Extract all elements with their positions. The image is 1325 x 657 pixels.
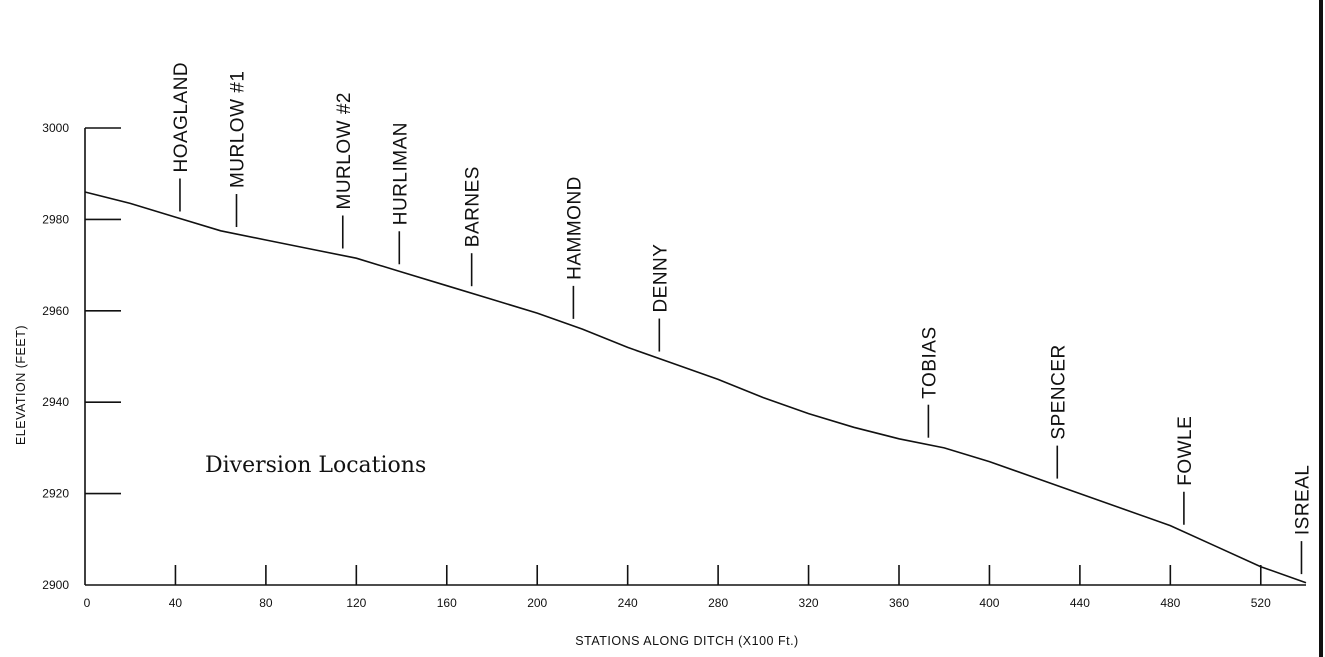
x-tick-label: 240	[618, 596, 638, 610]
x-tick-label: 0	[84, 596, 91, 610]
x-tick-label: 80	[259, 596, 273, 610]
y-tick-label: 2900	[42, 578, 69, 592]
diversion-marker: ISREAL	[1292, 465, 1313, 575]
x-tick-label: 520	[1251, 596, 1271, 610]
x-tick-label: 400	[979, 596, 999, 610]
y-tick-label: 3000	[42, 121, 69, 135]
diversion-marker: DENNY	[650, 244, 671, 352]
x-axis-title: STATIONS ALONG DITCH (X100 Ft.)	[575, 634, 798, 648]
diversion-label: HURLIMAN	[390, 122, 411, 225]
y-axis-title: ELEVATION (FEET)	[14, 325, 28, 445]
x-tick-label: 120	[346, 596, 366, 610]
diversion-label: SPENCER	[1048, 344, 1069, 439]
x-tick-label: 480	[1160, 596, 1180, 610]
diversion-marker: TOBIAS	[919, 326, 940, 438]
diversion-label: MURLOW #2	[334, 92, 355, 209]
diversion-label: TOBIAS	[919, 326, 940, 398]
diversion-label: HOAGLAND	[171, 62, 192, 173]
x-tick-label: 440	[1070, 596, 1090, 610]
y-tick-label: 2980	[42, 212, 69, 226]
diversion-marker: MURLOW #2	[334, 92, 355, 249]
diversion-marker: SPENCER	[1048, 344, 1069, 479]
diversion-label: ISREAL	[1292, 465, 1313, 536]
x-tick-label: 160	[437, 596, 457, 610]
diversion-marker: HOAGLAND	[171, 62, 192, 212]
diversion-locations-annotation: Diversion Locations	[205, 453, 426, 478]
diversion-label: BARNES	[463, 166, 484, 247]
diversion-marker: BARNES	[463, 166, 484, 287]
diversion-label: MURLOW #1	[227, 71, 248, 188]
marks: HOAGLAND MURLOW #1 MURLOW #2 HURLIMAN BARNES…	[84, 62, 1313, 584]
axes: 0 40 80 120 160 200 240 280 320 360 400 440 480 520 29…	[42, 121, 1306, 610]
diversion-marker: HURLIMAN	[390, 122, 411, 265]
x-tick-label: 360	[889, 596, 909, 610]
diversion-marker: MURLOW #1	[227, 71, 248, 228]
diversion-label: DENNY	[650, 244, 671, 313]
x-tick-label: 40	[169, 596, 183, 610]
x-tick-label: 200	[527, 596, 547, 610]
x-tick-label: 280	[708, 596, 728, 610]
y-tick-label: 2940	[42, 395, 69, 409]
y-tick-label: 2960	[42, 304, 69, 318]
y-tick-label: 2920	[42, 487, 69, 501]
x-tick-label: 320	[799, 596, 819, 610]
diversion-marker: HAMMOND	[564, 176, 585, 319]
diversion-label: FOWLE	[1175, 416, 1196, 486]
ditch-profile-line	[84, 191, 1307, 584]
diversion-label: HAMMOND	[564, 176, 585, 280]
diversion-marker: FOWLE	[1175, 416, 1196, 525]
